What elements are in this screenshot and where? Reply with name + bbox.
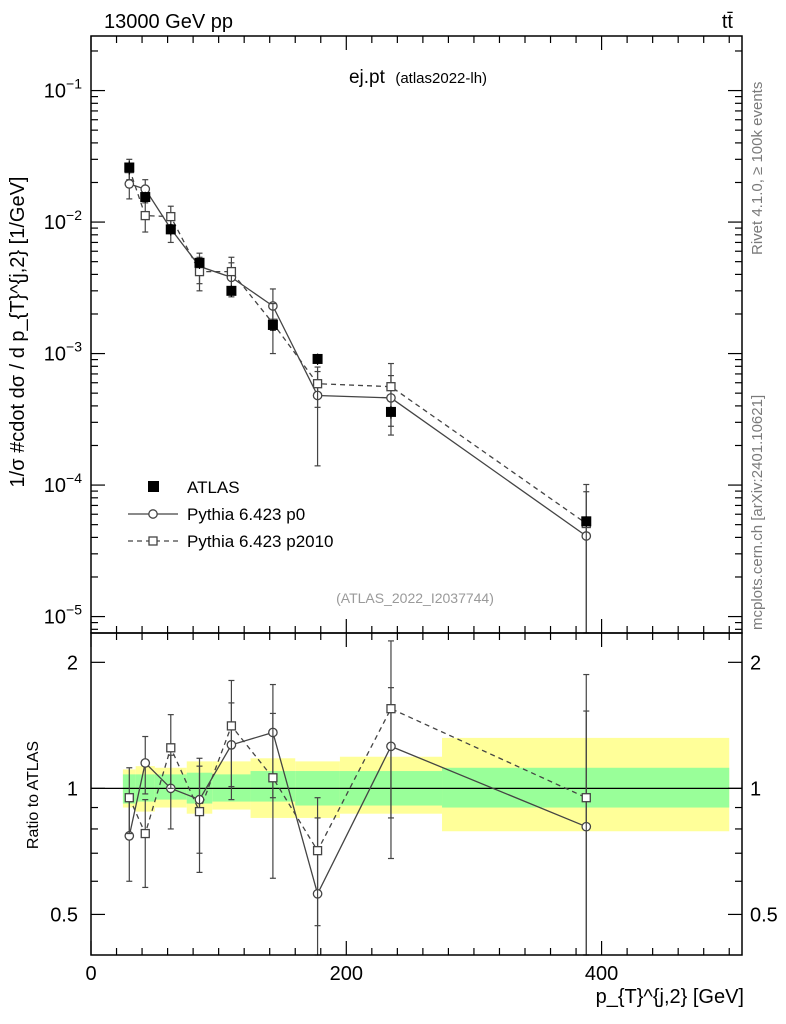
ratio-pythia-p2010-point-2	[166, 743, 176, 753]
main-pythia-p2010-point-7	[386, 382, 396, 392]
ratio-pythia-p2010-point-3	[194, 806, 205, 817]
legend-marker-atlas	[148, 481, 159, 492]
x-tick-label: 0	[85, 963, 96, 985]
y-tick-label-main-0: 10−5	[44, 602, 82, 629]
main-pythia-p2010-point-2	[166, 211, 176, 222]
main-panel-marks	[124, 158, 592, 634]
main-pythia-p2010-line	[128, 168, 587, 525]
main-pythia-p0-point-0	[124, 179, 135, 189]
atlas-point-0	[124, 162, 135, 173]
ratio-pythia-p2010-point-7	[386, 704, 396, 714]
ratio-pythia-p2010-point-8	[581, 793, 591, 803]
y-tick-label-ratio-left: 2	[67, 652, 78, 674]
ratio-pythia-p2010-point-0	[124, 793, 134, 803]
ratio-pythia-p2010-point-4	[226, 721, 237, 731]
atlas-point-1	[140, 192, 151, 203]
y-tick-label-main-4: 10−1	[44, 76, 82, 103]
y-tick-label-main-3: 10−2	[44, 207, 82, 234]
legend-label-0: ATLAS	[187, 478, 240, 497]
legend-marker-1	[148, 509, 158, 519]
y-tick-label-ratio-left: 1	[67, 778, 78, 800]
legend: ATLAS Pythia 6.423 p0 Pythia 6.423 p2010	[128, 478, 334, 551]
axes: 0 200 400 10−5 10−4 10−3 10−2 10−1 0.5 0.5 1 1 2 2	[44, 36, 778, 985]
ratio-pythia-p2010-point-1	[140, 828, 150, 839]
main-pythia-p2010-point-6	[312, 379, 323, 389]
x-tick-label: 200	[330, 963, 363, 985]
atlas-point-8	[581, 516, 592, 527]
ratio-pythia-p2010-point-5	[268, 773, 278, 783]
legend-marker-2	[148, 536, 158, 546]
legend-label-1: Pythia 6.423 p0	[187, 505, 305, 524]
rivet-version-label: Rivet 4.1.0, ≥ 100k events	[749, 82, 766, 255]
plot-title-group: ej.pt (atlas2022-lh)	[349, 67, 487, 88]
atlas-point-2	[165, 224, 176, 235]
x-axis-label: p_{T}^{j,2} [GeV]	[596, 986, 744, 1008]
ratio-pythia-p2010-point-6	[312, 846, 323, 856]
legend-label-2: Pythia 6.423 p2010	[187, 532, 334, 551]
mcplots-source-label: mcplots.cern.ch [arXiv:2401.10621]	[749, 395, 766, 630]
analysis-watermark: (ATLAS_2022_I2037744)	[336, 590, 494, 606]
y-tick-label-ratio-right: 1	[750, 778, 761, 800]
header-right: tt̄	[722, 11, 734, 33]
main-y-axis-label: 1/σ #cdot dσ / d p_{T}^{j,2} [1/GeV]	[7, 177, 29, 488]
y-tick-label-main-2: 10−3	[44, 339, 82, 366]
ratio-y-axis-label: Ratio to ATLAS	[25, 741, 42, 849]
atlas-point-3	[194, 257, 205, 268]
plot-title: ej.pt	[349, 67, 386, 88]
y-tick-label-ratio-right: 2	[750, 652, 761, 674]
plot-subtitle: (atlas2022-lh)	[395, 70, 487, 87]
main-pythia-p2010-point-4	[226, 266, 237, 277]
atlas-point-4	[226, 285, 237, 296]
y-tick-label-ratio-left: 0.5	[50, 904, 78, 926]
uncertainty-bands	[122, 737, 730, 832]
ratio-pythia-p0-point-1	[140, 758, 151, 768]
y-tick-label-main-1: 10−4	[44, 470, 82, 497]
ratio-panel-marks	[124, 640, 592, 956]
atlas-point-7	[385, 406, 396, 417]
main-pythia-p2010-point-1	[140, 210, 150, 221]
x-tick-label: 400	[585, 963, 618, 985]
atlas-point-5	[267, 319, 278, 330]
atlas-point-6	[312, 353, 323, 364]
header-left: 13000 GeV pp	[104, 11, 233, 33]
y-tick-label-ratio-right: 0.5	[750, 904, 778, 926]
ratio-panel-frame	[90, 632, 743, 956]
